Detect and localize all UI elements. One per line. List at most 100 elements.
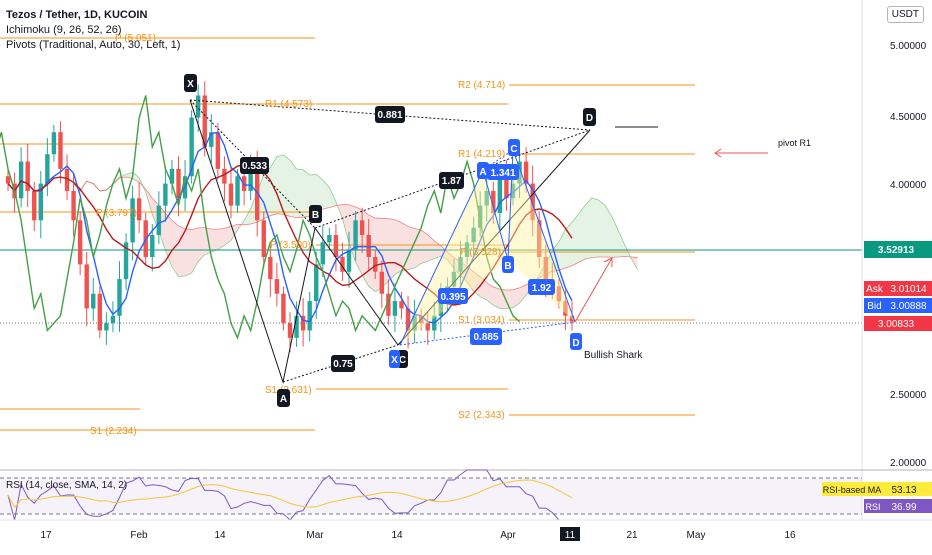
cloud-segment	[191, 228, 199, 274]
ask-value: 3.01014	[890, 284, 927, 295]
candle	[517, 150, 522, 198]
price-axis[interactable]: 5.00000 4.50000 4.00000 2.50000 2.00000 …	[861, 0, 932, 520]
pattern-point-labels: X A B C D X A B C D	[184, 74, 596, 407]
candle	[222, 156, 227, 202]
point-d2: D	[572, 338, 579, 349]
cloud-segment	[217, 228, 225, 250]
bid-label: Bid	[867, 301, 881, 312]
rsi-ma-line	[7, 479, 573, 509]
price-tick-4: 4.00000	[890, 180, 927, 191]
candle	[18, 147, 24, 208]
projection-arrow	[574, 257, 613, 323]
candle	[405, 295, 411, 349]
cloud-segment	[368, 214, 376, 292]
cloud-segment	[198, 227, 205, 262]
cloud-segment	[342, 204, 350, 243]
pivot-label-r1-left: R1 (4.573)	[265, 99, 312, 110]
cloud-segment	[211, 228, 218, 253]
time-tick-apr: Apr	[500, 530, 516, 541]
kijun-line	[7, 163, 573, 306]
candle	[569, 301, 575, 331]
time-tick-16: 16	[784, 530, 796, 541]
candle	[425, 312, 430, 345]
candle	[235, 168, 240, 213]
ratio-187: 1.87	[442, 176, 462, 187]
candle	[392, 283, 398, 332]
candle	[537, 211, 542, 268]
price-tick-5: 5.00000	[890, 41, 927, 52]
currency-button[interactable]: USDT	[886, 6, 924, 23]
cloud-segment	[244, 208, 251, 225]
cloud-segment	[185, 228, 192, 276]
pivot-label-r1-right: R1 (4.219)	[458, 149, 505, 160]
point-a1: A	[280, 394, 287, 405]
price-tick-2: 2.00000	[890, 458, 927, 469]
candle	[38, 170, 43, 239]
cloud-segment	[296, 169, 304, 218]
cloud-segment	[578, 205, 586, 263]
rsi-band	[0, 478, 862, 514]
time-tick-21: 21	[626, 530, 638, 541]
ratio-labels: 0.533 0.881 1.87 0.75 1.341 0.395 1.92 0…	[240, 106, 555, 372]
chart-legend: Tezos / Tether, 1D, KUCOIN Ichimoku (9, …	[6, 8, 180, 53]
pivot-label-s2-right: S2 (2.343)	[458, 410, 505, 421]
candle	[379, 260, 385, 309]
pattern1-cd-line	[397, 129, 591, 346]
time-axis[interactable]: 17 Feb 14 Mar 14 Apr 11 21 May 16	[0, 519, 932, 541]
rsi-value: 36.99	[891, 502, 916, 513]
lagging-span	[0, 95, 520, 340]
point-c1: C	[399, 355, 406, 366]
candle	[209, 114, 214, 164]
rsi-ma-label: RSI-based MA	[823, 485, 882, 495]
point-a2: A	[479, 167, 486, 178]
candle	[136, 182, 142, 233]
pivot-label-r2-right: R2 (4.714)	[458, 80, 505, 91]
ratio-0395: 0.395	[440, 292, 465, 303]
ichimoku-lines	[0, 95, 573, 340]
candle	[484, 173, 489, 222]
pivot-label-p-mid: P (3.500)	[270, 240, 311, 251]
pattern1-xabc-line	[189, 99, 399, 384]
rsi-ma-value-tag	[882, 482, 932, 496]
bid-value: 3.00888	[890, 301, 927, 312]
candle	[307, 291, 312, 342]
point-x2: X	[391, 355, 398, 366]
rsi-tag	[864, 499, 882, 513]
candle	[458, 240, 463, 285]
bid-value-tag	[885, 298, 932, 313]
candle	[123, 233, 129, 290]
last-price-tag	[864, 316, 932, 331]
cloud-segment	[401, 222, 409, 271]
rsi-pane[interactable]: RSI (14, close, SMA, 14, 2) RSI-based MA…	[0, 469, 932, 521]
candle	[510, 176, 516, 206]
candle	[97, 286, 103, 338]
pivot-r1-note-arrowhead	[714, 148, 722, 158]
rsi-ma-tag	[822, 482, 882, 496]
candle	[261, 211, 266, 268]
pivot-lines	[0, 37, 695, 431]
rsi-value-tag	[882, 499, 932, 513]
indicator-pivots: Pivots (Traditional, Auto, 30, Left, 1)	[6, 39, 181, 51]
tenkan-line	[7, 131, 573, 324]
cloud-segment	[519, 284, 527, 304]
candle	[333, 224, 339, 272]
point-x1: X	[187, 79, 194, 90]
time-tick-mar: Mar	[306, 530, 324, 541]
cloud-segment	[467, 266, 474, 292]
candle	[64, 154, 70, 201]
chart-title: Tezos / Tether, 1D, KUCOIN	[6, 9, 148, 21]
candle	[471, 216, 476, 257]
cloud-segment	[506, 289, 513, 309]
current-price-tag	[864, 241, 932, 258]
candle	[228, 167, 234, 219]
candle	[320, 226, 325, 278]
candle	[300, 297, 306, 347]
candle	[274, 262, 280, 307]
candle	[156, 191, 162, 245]
candle	[110, 301, 116, 333]
cloud-segment	[427, 234, 435, 262]
price-tick-25: 2.50000	[890, 390, 927, 401]
candle	[340, 242, 345, 281]
